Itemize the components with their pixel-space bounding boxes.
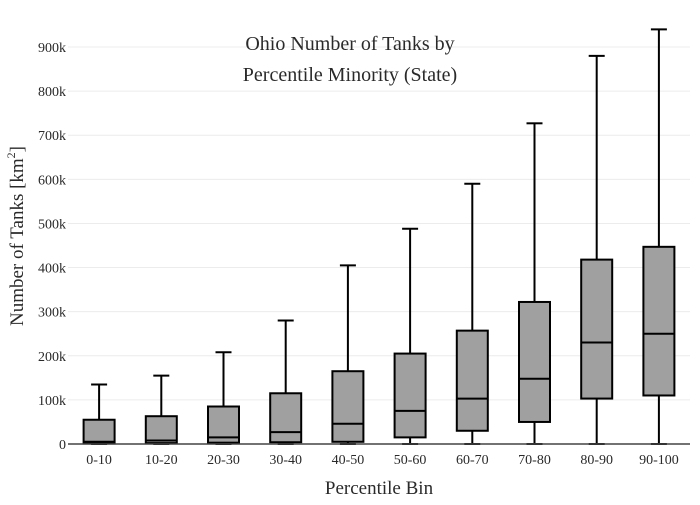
x-tick-label: 80-90 [580,453,613,468]
iqr-box [580,258,614,400]
box-group [82,383,116,445]
box-group [455,182,489,445]
x-tick-label: 60-70 [456,453,489,468]
y-tick-label: 900k [38,41,66,56]
y-tick-label: 600k [38,173,66,188]
y-tick-label: 200k [38,350,66,365]
y-axis-title-sup: 2 [4,152,18,158]
box-group [518,122,551,445]
gridlines [68,46,690,401]
iqr-box [269,392,303,444]
iqr-box [455,329,489,432]
iqr-box [393,352,427,439]
box-group [393,227,427,445]
iqr-box [82,418,116,445]
y-tick-label: 800k [38,85,66,100]
y-axis-title-main: Number of Tanks [km [7,158,28,326]
iqr-box [642,245,676,397]
iqr-box [144,415,178,445]
boxes [82,28,676,445]
x-tick-label: 90-100 [639,453,679,468]
y-tick-label: 100k [38,394,66,409]
x-tick-label: 10-20 [145,453,178,468]
axes: 0 100k 200k 300k 400k 500k 600k 700k 800k 900k 0-1… [38,41,690,468]
y-axis-title-close: ] [7,146,28,152]
x-tick-label: 20-30 [207,453,240,468]
iqr-box [518,300,551,423]
box-group [642,28,676,445]
x-tick-label: 30-40 [269,453,302,468]
x-axis-title: Percentile Bin [325,478,434,499]
box-group [207,351,240,445]
chart-title-line-2: Percentile Minority (State) [243,64,457,86]
y-tick-label: 400k [38,262,66,277]
box-group [144,374,178,445]
iqr-box [331,370,365,443]
box-group [269,319,303,445]
y-axis-title: Number of Tanks [km2] [4,146,28,326]
x-tick-label: 40-50 [332,453,365,468]
y-tick-label: 300k [38,306,66,321]
y-tick-label: 0 [59,438,66,453]
x-tick-label: 0-10 [86,453,112,468]
box-group [331,264,365,445]
y-tick-label: 700k [38,129,66,144]
y-tick-label: 500k [38,217,66,232]
box-group [580,54,614,445]
chart-title-line-1: Ohio Number of Tanks by [245,33,454,55]
x-tick-label: 70-80 [518,453,551,468]
x-tick-label: 50-60 [394,453,427,468]
